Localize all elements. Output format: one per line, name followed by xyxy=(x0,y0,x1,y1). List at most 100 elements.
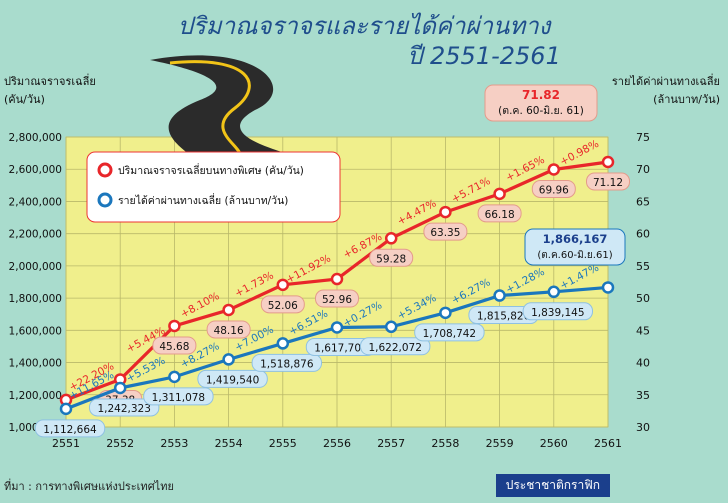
series-point-1 xyxy=(601,281,615,294)
series-point-0 xyxy=(168,319,181,333)
series-point-1 xyxy=(493,289,506,302)
value-label-1: 1,708,742 xyxy=(423,328,476,340)
value-label-1: 1,518,876 xyxy=(260,358,314,370)
value-label-bg-1 xyxy=(89,398,160,417)
x-tick-label: 2557 xyxy=(377,437,405,450)
right-tick-label: 35 xyxy=(636,389,650,402)
left-tick-label: 1,200,000 xyxy=(9,390,62,402)
x-tick-label: 2559 xyxy=(486,437,514,450)
value-label-1: 1,622,072 xyxy=(368,342,421,354)
left-tick-label: 2,800,000 xyxy=(9,132,62,144)
series-point-0 xyxy=(493,187,506,201)
x-tick-label: 2560 xyxy=(540,437,568,450)
series-point-1 xyxy=(384,320,398,334)
x-tick-label: 2561 xyxy=(594,437,622,450)
value-label-bg-0 xyxy=(315,289,359,308)
x-tick-label: 2551 xyxy=(52,437,80,450)
series-point-1 xyxy=(276,337,290,350)
value-label-bg-1 xyxy=(251,353,323,372)
value-label-bg-1 xyxy=(197,369,268,388)
value-label-1: 1,242,323 xyxy=(97,403,150,415)
series-point-0 xyxy=(547,163,561,176)
value-label-1: 1,112,664 xyxy=(43,424,97,436)
left-tick-label: 2,000,000 xyxy=(9,261,62,273)
chart-subtitle: ปี 2551-2561 xyxy=(407,42,561,70)
x-tick-label: 2553 xyxy=(160,437,188,450)
value-label-bg-1 xyxy=(34,419,106,438)
legend-marker-blue xyxy=(97,192,113,208)
callout-blue-period: (ต.ค.60-มิ.ย.61) xyxy=(537,250,612,261)
series-point-0 xyxy=(384,232,398,245)
x-tick-label: 2552 xyxy=(106,437,134,450)
legend: ปริมาณจราจรเฉลี่ยบนทางพิเศษ (คัน/วัน) ราย… xyxy=(86,151,341,223)
right-tick-label: 45 xyxy=(636,324,650,337)
value-label-bg-0 xyxy=(423,222,468,241)
value-label-bg-0 xyxy=(152,336,197,355)
series-point-1 xyxy=(330,321,344,334)
value-label-bg-0 xyxy=(206,320,251,339)
legend-label-traffic: ปริมาณจราจรเฉลี่ยบนทางพิเศษ (คัน/วัน) xyxy=(118,163,304,177)
value-label-bg-0 xyxy=(477,204,522,223)
left-tick-label: 1,800,000 xyxy=(9,293,62,305)
left-tick-label: 1,600,000 xyxy=(9,325,62,337)
callout-red-value: 71.82 xyxy=(522,88,560,102)
x-tick-label: 2556 xyxy=(323,437,351,450)
left-tick-label: 2,200,000 xyxy=(9,229,62,241)
left-axis-label: ปริมาณจราจรเฉลี่ย (คัน/วัน) xyxy=(4,72,96,108)
series-point-1 xyxy=(168,370,181,384)
legend-label-revenue: รายได้ค่าผ่านทางเฉลี่ย (ล้านบาท/วัน) xyxy=(118,193,288,207)
series-point-0 xyxy=(276,278,290,292)
value-label-0: 63.35 xyxy=(430,227,460,239)
road-illustration xyxy=(150,55,290,155)
callout-red-box xyxy=(484,84,598,122)
left-axis-label-line2: (คัน/วัน) xyxy=(4,93,45,106)
left-tick-label: 2,400,000 xyxy=(9,196,62,208)
series-point-0 xyxy=(330,272,344,286)
value-label-bg-0 xyxy=(586,172,630,191)
brand-logo: ประชาชาติกราฟิก xyxy=(495,474,610,497)
value-label-1: 1,617,702 xyxy=(314,342,367,354)
value-label-1: 1,311,078 xyxy=(152,392,205,404)
series-point-1 xyxy=(113,381,127,395)
value-label-0: 48.16 xyxy=(214,325,244,337)
right-tick-label: 50 xyxy=(636,292,650,305)
right-axis-label: รายได้ค่าผ่านทางเฉลี่ย (ล้านบาท/วัน) xyxy=(612,72,720,108)
right-axis-label-line1: รายได้ค่าผ่านทางเฉลี่ย xyxy=(611,75,720,88)
chart-title: ปริมาณจราจรและรายได้ค่าผ่านทาง xyxy=(177,12,551,40)
x-tick-label: 2555 xyxy=(269,437,297,450)
x-tick-label: 2554 xyxy=(215,437,243,450)
value-label-0: 59.28 xyxy=(376,253,406,265)
right-tick-label: 55 xyxy=(636,260,650,273)
source-note: ที่มา : การทางพิเศษแห่งประเทศไทย xyxy=(4,480,174,493)
series-point-1 xyxy=(547,285,561,299)
value-label-bg-1 xyxy=(414,323,485,342)
right-tick-label: 70 xyxy=(636,163,650,176)
value-label-0: 52.06 xyxy=(268,300,298,312)
left-tick-label: 2,600,000 xyxy=(9,164,62,176)
value-label-1: 1,419,540 xyxy=(206,374,259,386)
left-axis-label-line1: ปริมาณจราจรเฉลี่ย xyxy=(4,75,96,88)
value-label-bg-1 xyxy=(143,387,214,406)
callout-red-period: (ต.ค. 60-มิ.ย. 61) xyxy=(498,105,584,117)
left-tick-label: 1,400,000 xyxy=(9,358,62,370)
callout-blue-box xyxy=(524,228,626,266)
value-label-0: 45.68 xyxy=(159,341,189,353)
series-point-1 xyxy=(222,353,235,366)
road-center-line xyxy=(169,60,251,156)
right-tick-label: 65 xyxy=(636,195,650,208)
value-label-0: 71.12 xyxy=(593,177,623,189)
callout-blue-value: 1,866,167 xyxy=(543,232,608,246)
value-label-bg-1 xyxy=(360,337,431,356)
value-label-0: 69.96 xyxy=(539,184,569,196)
value-label-bg-0 xyxy=(531,179,576,198)
x-tick-label: 2558 xyxy=(431,437,459,450)
value-label-bg-0 xyxy=(260,295,305,314)
legend-box xyxy=(86,151,341,223)
right-tick-label: 30 xyxy=(636,421,650,434)
right-tick-label: 75 xyxy=(636,131,650,144)
legend-marker-red xyxy=(97,162,113,178)
right-tick-label: 60 xyxy=(636,228,650,241)
series-point-0 xyxy=(601,155,615,169)
